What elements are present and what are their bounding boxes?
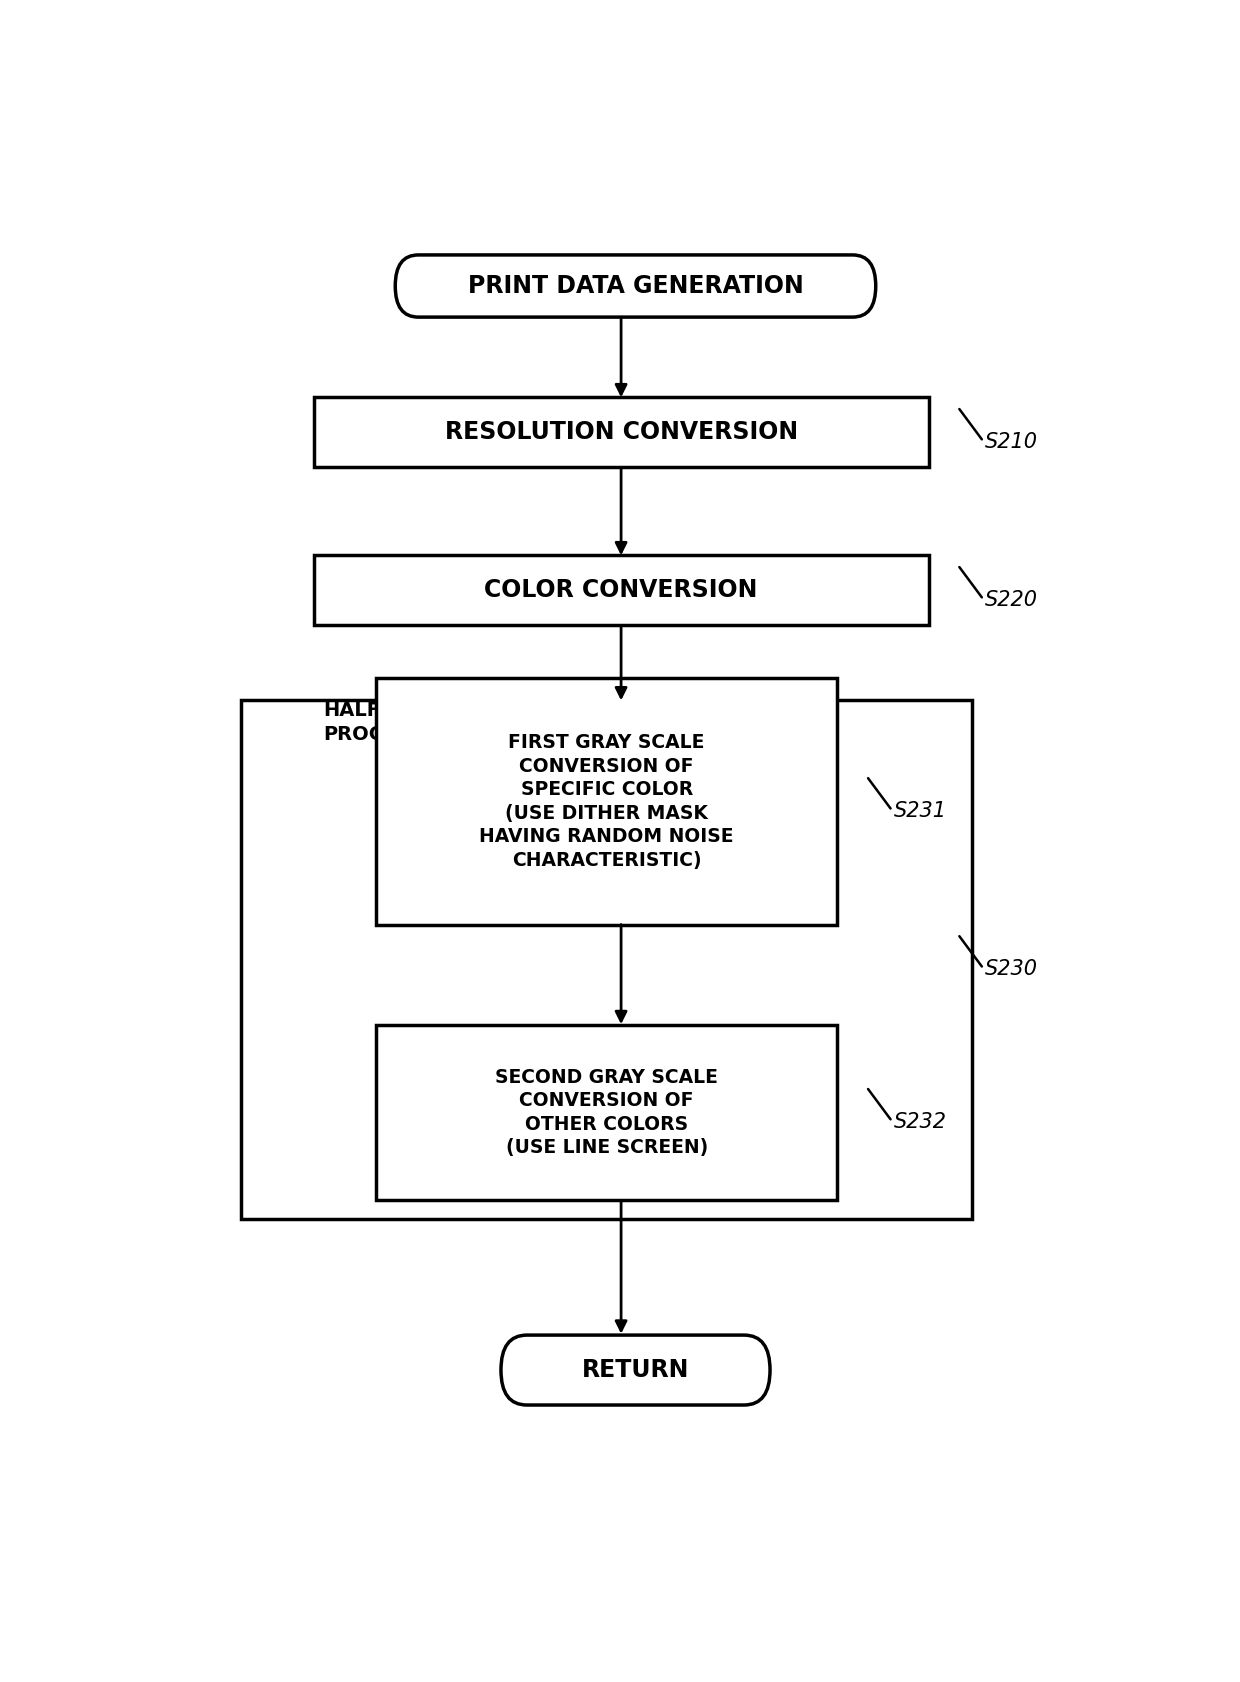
Text: COLOR CONVERSION: COLOR CONVERSION	[485, 579, 758, 602]
FancyBboxPatch shape	[376, 1024, 837, 1199]
FancyBboxPatch shape	[501, 1336, 770, 1404]
Text: S210: S210	[986, 432, 1038, 452]
FancyBboxPatch shape	[314, 397, 929, 468]
Text: RESOLUTION CONVERSION: RESOLUTION CONVERSION	[444, 420, 797, 444]
Text: PRINT DATA GENERATION: PRINT DATA GENERATION	[467, 274, 804, 298]
FancyBboxPatch shape	[396, 256, 875, 318]
Text: S231: S231	[894, 801, 947, 821]
Text: S220: S220	[986, 590, 1038, 609]
Text: FIRST GRAY SCALE
CONVERSION OF
SPECIFIC COLOR
(USE DITHER MASK
HAVING RANDOM NOI: FIRST GRAY SCALE CONVERSION OF SPECIFIC …	[480, 733, 734, 870]
Text: SECOND GRAY SCALE
CONVERSION OF
OTHER COLORS
(USE LINE SCREEN): SECOND GRAY SCALE CONVERSION OF OTHER CO…	[495, 1068, 718, 1157]
Text: S230: S230	[986, 959, 1038, 979]
FancyBboxPatch shape	[242, 700, 972, 1218]
Text: S232: S232	[894, 1112, 947, 1132]
FancyBboxPatch shape	[376, 678, 837, 925]
Text: HALFTONE
PROCESSING: HALFTONE PROCESSING	[324, 701, 464, 743]
Text: RETURN: RETURN	[582, 1357, 689, 1383]
FancyBboxPatch shape	[314, 555, 929, 626]
